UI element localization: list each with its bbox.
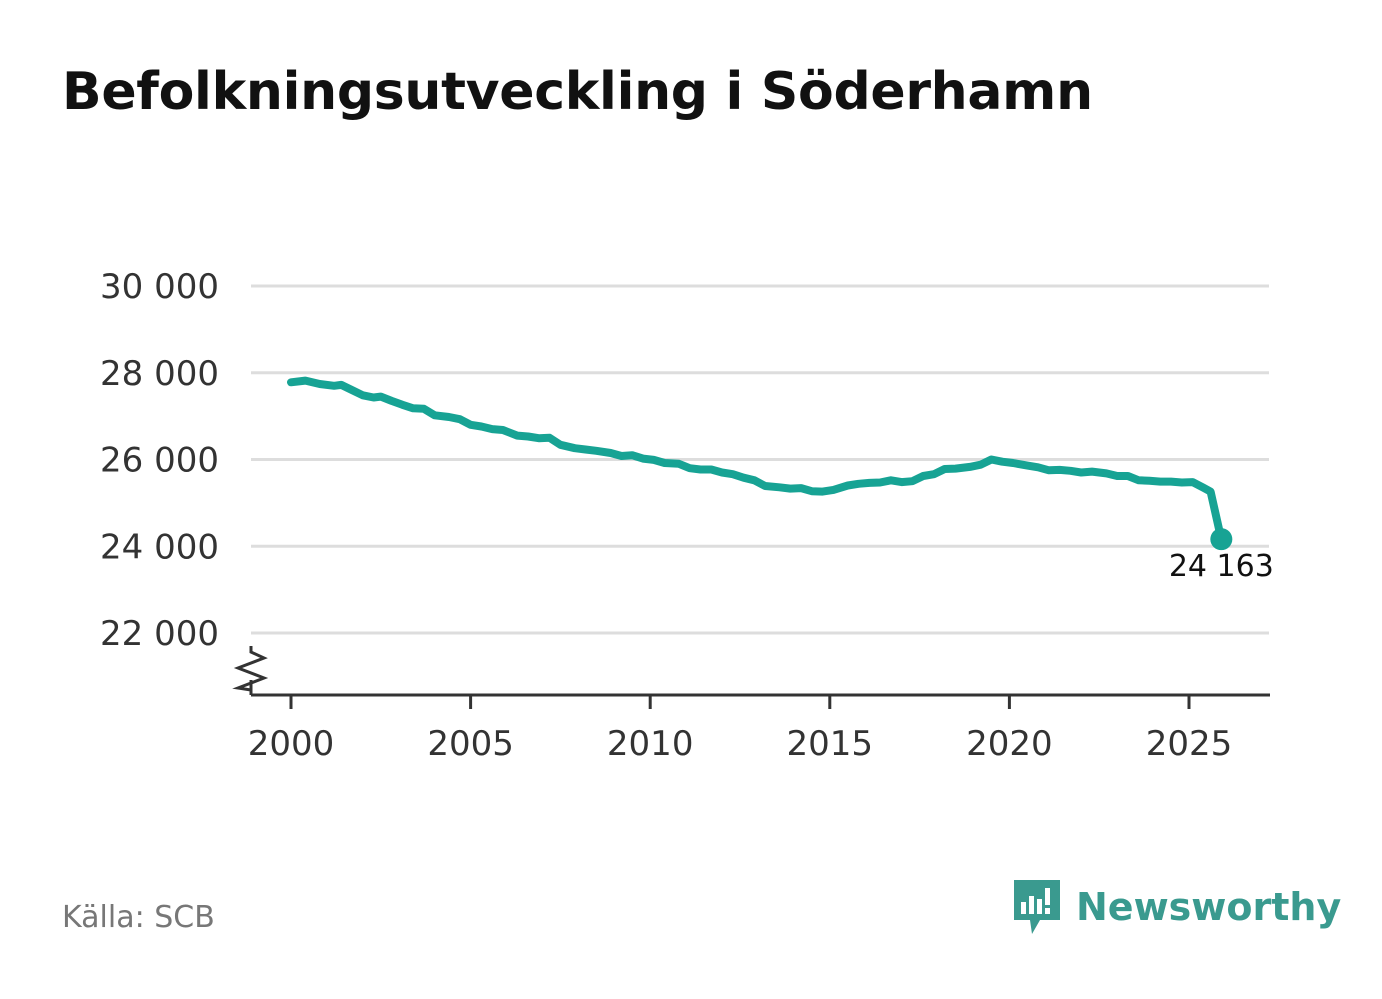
logo-bar-1 [1021, 902, 1026, 914]
x-tick-label: 2015 [787, 724, 874, 764]
source-note: Källa: SCB [62, 900, 215, 935]
y-tick-label: 28 000 [100, 354, 219, 394]
brand-name: Newsworthy [1076, 885, 1342, 929]
logo-dot [1045, 908, 1050, 914]
end-point-marker [1210, 528, 1233, 551]
y-tick-label: 26 000 [100, 441, 219, 481]
logo-bar-4 [1045, 888, 1050, 905]
brand-logo[interactable]: Newsworthy [1012, 876, 1341, 938]
axis-break-zigzag [232, 646, 269, 692]
data-labels: 24 163 [1169, 549, 1274, 584]
x-tick-label: 2000 [248, 724, 335, 764]
series-line-0 [287, 376, 1226, 544]
x-tick-label: 2010 [607, 724, 694, 764]
end-value-label: 24 163 [1169, 549, 1274, 584]
y-axis-tick-labels: 22 000 24 000 26 000 28 000 30 000 [100, 267, 219, 654]
logo-bar-2 [1029, 896, 1034, 914]
x-axis: 2000 2005 2010 2015 2020 2025 [232, 646, 1270, 764]
y-tick-label: 22 000 [100, 614, 219, 654]
x-tick-label: 2020 [966, 724, 1053, 764]
newsworthy-logo-icon [1014, 880, 1060, 934]
logo-bar-3 [1037, 899, 1042, 914]
y-tick-label: 30 000 [100, 267, 219, 307]
y-tick-label: 24 000 [100, 527, 219, 567]
x-tick-label: 2025 [1146, 724, 1233, 764]
chart-title: Befolkningsutveckling i Söderhamn [62, 62, 1093, 122]
gridlines [251, 284, 1269, 635]
x-tick-label: 2005 [427, 724, 514, 764]
series-layer [287, 376, 1233, 551]
